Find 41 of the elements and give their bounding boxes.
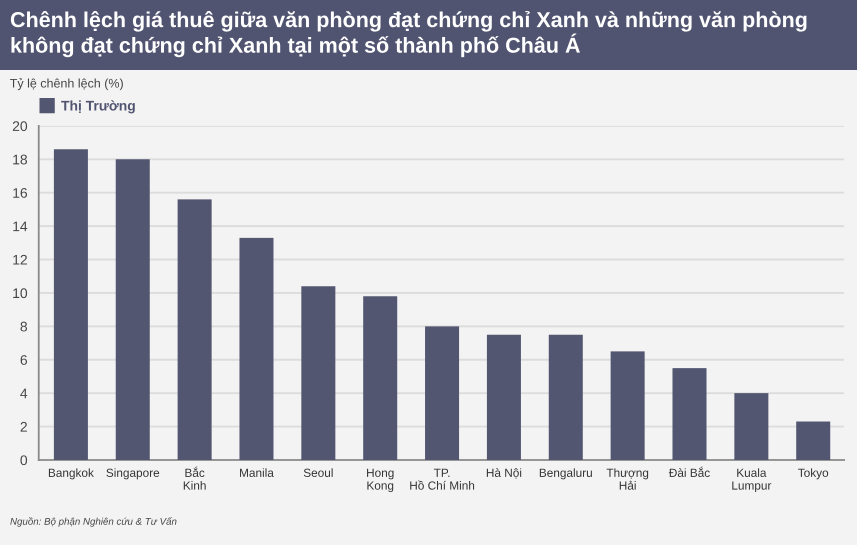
x-tick-label: Hong Kong	[367, 468, 394, 492]
x-tick-label: Tokyo	[798, 468, 828, 480]
bar	[425, 326, 460, 460]
y-tick-label: 16	[13, 188, 28, 198]
x-tick-label: Bắc Kinh	[184, 466, 206, 490]
x-tick-label: Thượng Hải	[606, 468, 648, 490]
x-tick-label: Kuala Lumpur	[732, 468, 772, 492]
bar	[548, 334, 583, 460]
bar	[54, 149, 88, 460]
legend-label: Thị Trường	[61, 100, 135, 114]
bar	[610, 351, 645, 460]
x-tick-label: TP. Hồ Chí Minh	[410, 468, 474, 490]
bar	[116, 159, 150, 460]
y-tick-label: 10	[13, 288, 28, 298]
bar	[734, 393, 768, 460]
y-tick-label: 18	[13, 154, 28, 164]
x-tick-label: Bangkok	[48, 468, 94, 480]
y-axis-title: Tỷ lệ chênh lệch (%)	[10, 78, 123, 90]
x-tick-label: Manila	[240, 468, 274, 477]
y-tick-label: 6	[20, 355, 28, 365]
x-tick-label: Hà Nội	[486, 468, 522, 479]
x-tick-label: Seoul	[304, 468, 333, 477]
x-tick-label: Đài Bắc	[668, 466, 710, 477]
y-tick-label: 14	[13, 222, 28, 232]
bar	[486, 334, 521, 460]
bar	[178, 199, 212, 460]
x-tick-label: Bengaluru	[540, 468, 592, 480]
y-tick-label: 20	[12, 121, 28, 132]
bar	[672, 368, 707, 460]
y-tick-label: 12	[13, 254, 27, 265]
bar	[796, 422, 830, 460]
chart-title: Chênh lệch giá thuê giữa văn phòng đạt chứng chỉ Xanh và những văn phòng không đạt chứng chỉ Xanh tại một số thành phố Châu Á	[10, 11, 806, 58]
x-tick-label: Singapore	[106, 468, 160, 480]
bar	[363, 296, 398, 460]
y-tick-label: 8	[20, 322, 28, 332]
bar	[301, 286, 336, 460]
y-tick-label: 2	[20, 422, 27, 432]
bar	[239, 238, 274, 460]
y-tick-label: 4	[20, 388, 28, 398]
y-tick-label: 0	[20, 455, 28, 466]
text: Nguồn: Bộ phận Nghiên cứu & Tư Vấn	[10, 517, 176, 527]
